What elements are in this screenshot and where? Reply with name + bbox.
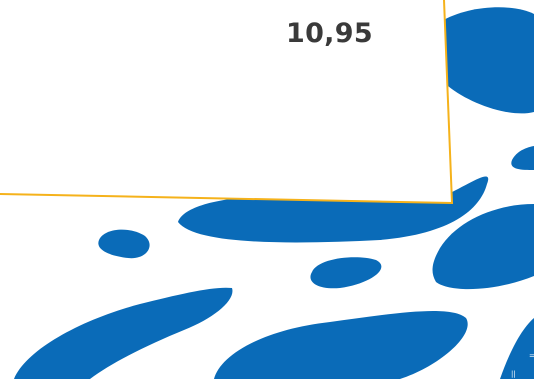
corner-mark-equals: =	[529, 352, 534, 360]
blob-center-small	[310, 257, 382, 289]
blob-right-mid	[432, 204, 534, 290]
blob-bottom-center	[214, 310, 468, 379]
blob-bottom-right	[500, 318, 534, 379]
blob-right-small	[511, 146, 534, 170]
product-price: 10,95	[286, 18, 373, 49]
corner-mark-bars: ||	[511, 370, 516, 378]
blob-under-card	[178, 176, 489, 243]
blob-bottom-left	[14, 287, 233, 379]
blob-left-small	[98, 229, 150, 259]
blob-top-right	[440, 7, 534, 114]
